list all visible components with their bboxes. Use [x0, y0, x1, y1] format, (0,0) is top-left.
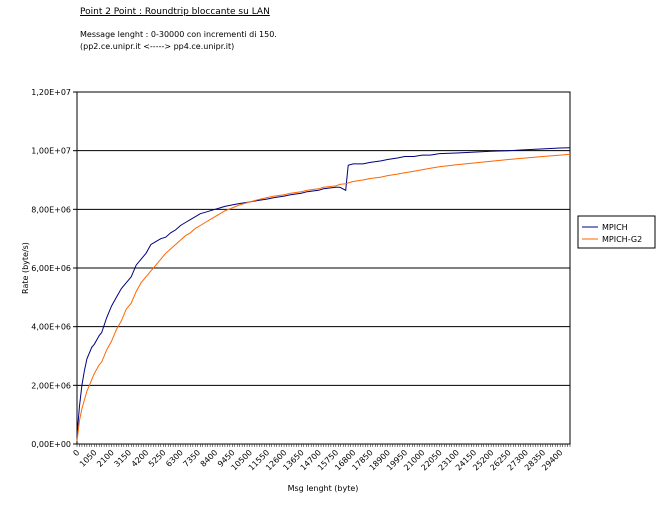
grid-lines: [77, 150, 570, 386]
y-tick-label: 8,00E+06: [31, 205, 71, 214]
x-tick-label: 2100: [95, 448, 116, 469]
legend-box: [577, 215, 656, 249]
x-tick-label: 8400: [199, 448, 220, 469]
x-tick-label: 0: [71, 448, 81, 458]
chart-subtitle-line-2: (pp2.ce.unipr.it <-----> pp4.ce.unipr.it…: [80, 42, 235, 51]
x-tick-label: 6300: [164, 448, 185, 469]
legend-label-mpich: MPICH: [602, 223, 628, 232]
series-line-mpich-g2: [76, 153, 571, 442]
y-tick-label: 0,00E+00: [31, 440, 71, 449]
series-line-mpich: [76, 147, 571, 436]
y-axis-label: Rate (byte/s): [21, 242, 30, 294]
x-tick-label: 5250: [147, 448, 168, 469]
x-tick-label: 1050: [78, 448, 99, 469]
y-axis: 0,00E+00 2,00E+06 4,00E+06 6,00E+06 8,00E+06…: [31, 88, 77, 449]
x-tick-label: 7350: [181, 448, 202, 469]
y-tick-label: 4,00E+06: [31, 323, 71, 332]
y-tick-label: 2,00E+06: [31, 381, 71, 390]
chart-title: Point 2 Point : Roundtrip bloccante su L…: [80, 7, 270, 17]
x-tick-label: 4200: [130, 448, 151, 469]
x-axis-label: Msg lenght (byte): [288, 484, 359, 493]
legend: MPICH MPICH-G2: [577, 215, 656, 249]
y-tick-label: 6,00E+06: [31, 264, 71, 273]
chart-subtitle-line-1: Message lenght : 0-30000 con incrementi …: [80, 30, 277, 39]
x-axis: 0105021003150420052506300735084009450105…: [71, 444, 571, 472]
legend-label-mpich-g2: MPICH-G2: [602, 235, 642, 244]
y-tick-label: 1,00E+07: [31, 147, 71, 156]
y-tick-label: 1,20E+07: [31, 88, 71, 97]
series-lines: [76, 147, 571, 442]
x-tick-label: 3150: [112, 448, 133, 469]
